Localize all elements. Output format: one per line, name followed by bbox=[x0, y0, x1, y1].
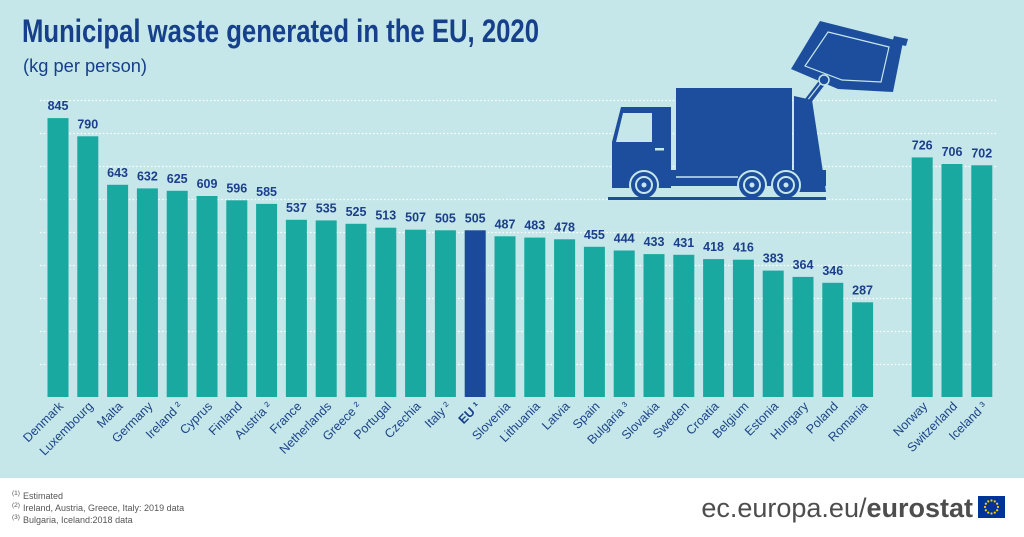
chart-title: Municipal waste generated in the EU, 202… bbox=[22, 13, 539, 49]
footer-site: ec.europa.eu/ bbox=[701, 493, 867, 523]
truck-compactor bbox=[794, 96, 826, 192]
bar-france bbox=[285, 219, 307, 397]
bar-cyprus bbox=[196, 196, 218, 397]
footer-band bbox=[0, 478, 1024, 537]
chart-subtitle: (kg per person) bbox=[23, 56, 147, 76]
footnote-2-marker: (2) bbox=[12, 502, 20, 509]
bar-eu bbox=[464, 230, 486, 397]
bar-croatia bbox=[703, 259, 725, 397]
value-label-estonia: 383 bbox=[763, 252, 784, 266]
value-label-hungary: 364 bbox=[793, 258, 814, 272]
truck-body bbox=[676, 88, 792, 170]
bar-spain bbox=[583, 246, 605, 397]
bar-slovenia bbox=[494, 236, 516, 397]
value-label-austria: 585 bbox=[256, 185, 277, 199]
truck-bin bbox=[791, 21, 903, 92]
value-label-switzerland: 706 bbox=[942, 145, 963, 159]
value-labels: 845 790 643 632 625 609 596 585 537 535 525 513 507 5… bbox=[48, 99, 993, 297]
value-label-norway: 726 bbox=[912, 138, 933, 152]
value-label-luxembourg: 790 bbox=[77, 117, 98, 131]
value-label-eu: 505 bbox=[465, 211, 486, 225]
truck-door-handle bbox=[655, 148, 664, 151]
footnote-2-text: Ireland, Austria, Greece, Italy: 2019 da… bbox=[23, 503, 184, 513]
bar-austria bbox=[256, 203, 278, 397]
value-label-romania: 287 bbox=[852, 283, 873, 297]
bar-sweden bbox=[673, 254, 695, 397]
value-label-cyprus: 609 bbox=[197, 177, 218, 191]
bar-latvia bbox=[554, 239, 576, 397]
footnotes: (1) Estimated (2) Ireland, Austria, Gree… bbox=[12, 490, 184, 525]
footnote-1-text: Estimated bbox=[23, 491, 63, 501]
value-label-finland: 596 bbox=[226, 181, 247, 195]
bar-lithuania bbox=[524, 237, 546, 397]
bar-romania bbox=[852, 302, 874, 397]
bar-finland bbox=[226, 200, 248, 397]
bar-denmark bbox=[47, 118, 69, 397]
bar-luxembourg bbox=[77, 136, 99, 398]
value-label-portugal: 513 bbox=[375, 209, 396, 223]
bar-portugal bbox=[375, 227, 397, 397]
value-label-poland: 346 bbox=[822, 264, 843, 278]
value-label-malta: 643 bbox=[107, 166, 128, 180]
bar-netherlands bbox=[315, 220, 337, 397]
bar-slovakia bbox=[643, 254, 665, 397]
bar-germany bbox=[136, 188, 158, 397]
value-label-latvia: 478 bbox=[554, 220, 575, 234]
value-label-france: 537 bbox=[286, 201, 307, 215]
value-label-greece: 525 bbox=[346, 205, 367, 219]
footer-source: ec.europa.eu/eurostat bbox=[701, 493, 973, 523]
value-label-denmark: 845 bbox=[48, 99, 69, 113]
value-label-iceland: 702 bbox=[971, 146, 992, 160]
value-label-bulgaria: 444 bbox=[614, 232, 635, 246]
bar-norway bbox=[911, 157, 933, 397]
bar-poland bbox=[822, 282, 844, 397]
bar-ireland bbox=[166, 190, 188, 398]
bar-hungary bbox=[792, 276, 814, 397]
bar-switzerland bbox=[941, 164, 963, 397]
value-label-croatia: 418 bbox=[703, 240, 724, 254]
bar-greece bbox=[345, 223, 367, 398]
wheel-icon bbox=[629, 170, 659, 200]
garbage-truck-icon bbox=[608, 21, 908, 200]
bar-czechia bbox=[405, 229, 427, 397]
value-label-czechia: 507 bbox=[405, 211, 426, 225]
bar-bulgaria bbox=[613, 250, 635, 397]
truck-pivot bbox=[818, 74, 830, 86]
footer-brand: eurostat bbox=[866, 493, 973, 523]
wheel-icon bbox=[737, 170, 767, 200]
bar-estonia bbox=[762, 270, 784, 397]
footnote-3-marker: (3) bbox=[12, 514, 20, 521]
bar-belgium bbox=[732, 259, 754, 397]
truck-bin-rim bbox=[804, 31, 890, 83]
footnote-1-marker: (1) bbox=[12, 490, 20, 497]
value-label-italy: 505 bbox=[435, 211, 456, 225]
value-label-slovenia: 487 bbox=[495, 217, 516, 231]
truck-window bbox=[616, 113, 652, 142]
value-label-ireland: 625 bbox=[167, 172, 188, 186]
value-label-lithuania: 483 bbox=[524, 219, 545, 233]
footnote-3-text: Bulgaria, Iceland:2018 data bbox=[23, 515, 133, 525]
value-label-netherlands: 535 bbox=[316, 201, 337, 215]
road-line bbox=[608, 197, 826, 200]
eu-flag-icon bbox=[978, 496, 1005, 518]
value-label-spain: 455 bbox=[584, 228, 605, 242]
truck-bin-lid bbox=[892, 36, 908, 46]
wheel-icon bbox=[771, 170, 801, 200]
bar-iceland bbox=[971, 165, 993, 397]
value-label-slovakia: 433 bbox=[644, 235, 665, 249]
value-label-sweden: 431 bbox=[673, 236, 694, 250]
value-label-germany: 632 bbox=[137, 169, 158, 183]
bars bbox=[47, 118, 993, 398]
value-label-belgium: 416 bbox=[733, 241, 754, 255]
bar-italy bbox=[434, 230, 456, 397]
bar-malta bbox=[107, 184, 129, 397]
